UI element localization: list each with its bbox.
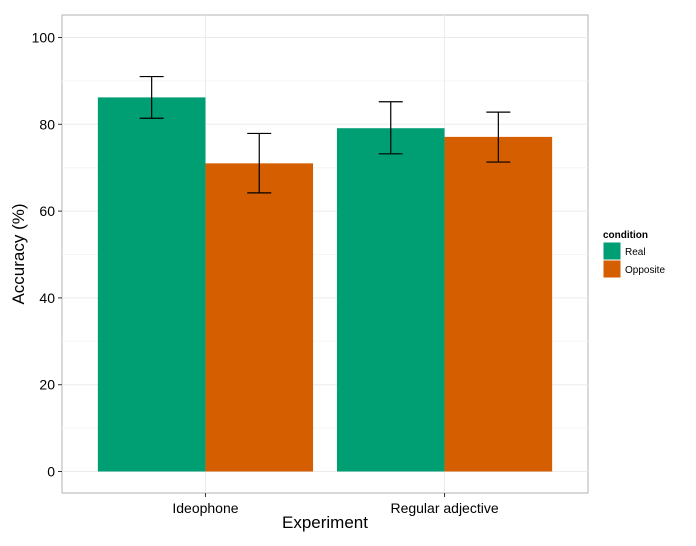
y-tick-label: 20 [39,377,55,393]
legend-label: Real [625,247,646,258]
x-tick-label: Regular adjective [390,500,498,516]
legend-title: condition [603,230,648,241]
legend-key-opposite [602,259,622,279]
bar-opposite [205,163,314,472]
x-axis-label: Experiment [282,513,368,532]
y-tick-label: 80 [39,116,55,132]
bar-real [97,97,206,472]
legend-label: Opposite [625,265,665,276]
y-tick-label: 60 [39,203,55,219]
y-tick-label: 40 [39,290,55,306]
y-tick-label: 100 [32,30,56,46]
y-axis-label: Accuracy (%) [9,203,28,304]
bar-real [336,128,445,472]
bar-opposite [444,136,553,472]
legend-key-real [602,241,622,261]
y-tick-label: 0 [47,464,55,480]
x-tick-label: Ideophone [172,500,238,516]
